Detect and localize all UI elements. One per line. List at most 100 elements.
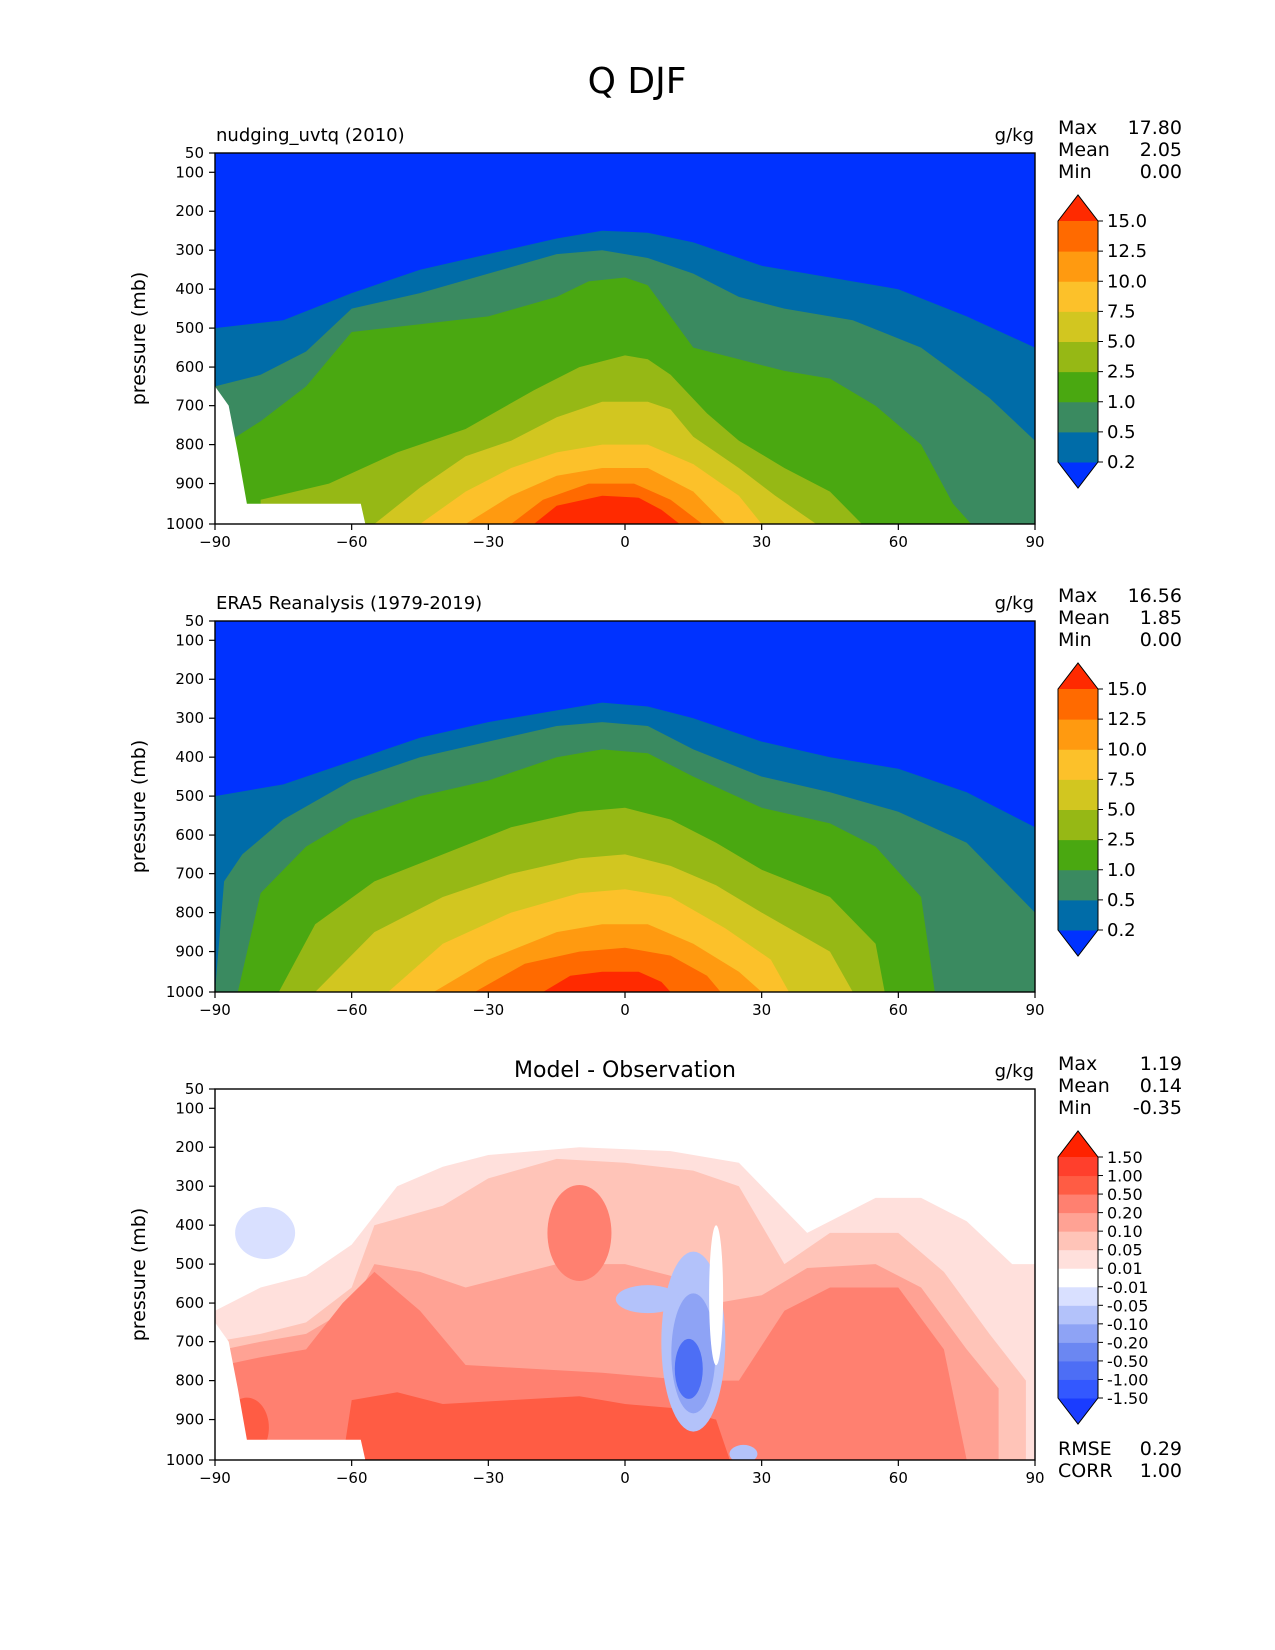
x-tick-label: −30 bbox=[473, 533, 505, 551]
colorbar-segment bbox=[1058, 251, 1098, 282]
colorbar-label: 5.0 bbox=[1107, 332, 1136, 353]
x-tick-label: −90 bbox=[199, 1469, 231, 1487]
colorbar: -1.50-1.00-0.50-0.20-0.10-0.05-0.010.010… bbox=[1057, 1130, 1148, 1425]
stat-value: 17.80 bbox=[1128, 117, 1182, 139]
figure-title: Q DJF bbox=[588, 61, 687, 102]
negative-anomaly-blob bbox=[235, 1206, 296, 1259]
contour-level-5 bbox=[342, 1392, 730, 1460]
colorbar-segment bbox=[1058, 719, 1098, 750]
units-label: g/kg bbox=[995, 125, 1034, 146]
colorbar-label: 2.5 bbox=[1107, 830, 1136, 851]
x-tick-label: 90 bbox=[1025, 1469, 1044, 1487]
stat-label: Max bbox=[1058, 585, 1097, 607]
y-tick-label: 600 bbox=[175, 826, 204, 844]
negative-anomaly-blob bbox=[674, 1338, 703, 1399]
colorbar-segment bbox=[1058, 1268, 1098, 1288]
x-tick-label: 60 bbox=[889, 1001, 908, 1019]
stat-label: Min bbox=[1058, 1097, 1092, 1119]
y-tick-label: 800 bbox=[175, 904, 204, 922]
colorbar-label: 0.2 bbox=[1107, 452, 1136, 473]
x-tick-label: 30 bbox=[752, 1001, 771, 1019]
panel-title: ERA5 Reanalysis (1979-2019) bbox=[216, 593, 482, 614]
y-tick-label: 200 bbox=[175, 202, 204, 220]
colorbar-label: 7.5 bbox=[1107, 301, 1136, 322]
colorbar-label: -0.05 bbox=[1107, 1296, 1148, 1315]
negative-anomaly-blob bbox=[729, 1444, 758, 1460]
colorbar-label: 0.50 bbox=[1107, 1185, 1143, 1204]
y-tick-label: 600 bbox=[175, 1294, 204, 1312]
colorbar-label: 12.5 bbox=[1107, 241, 1147, 262]
stat-label: Mean bbox=[1058, 607, 1110, 629]
colorbar-segment bbox=[1058, 1305, 1098, 1325]
colorbar-segment bbox=[1058, 809, 1098, 841]
x-tick-label: 90 bbox=[1025, 1001, 1044, 1019]
panel-title: nudging_uvtq (2010) bbox=[216, 125, 405, 146]
colorbar-label: 1.0 bbox=[1107, 860, 1136, 881]
colorbar-label: -0.50 bbox=[1107, 1352, 1148, 1371]
topography-mask bbox=[215, 1322, 366, 1460]
plot-area bbox=[215, 1089, 1035, 1460]
colorbar-segment bbox=[1058, 1212, 1098, 1232]
colorbar-segment bbox=[1058, 1249, 1098, 1269]
colorbar-label: 15.0 bbox=[1107, 679, 1147, 700]
y-tick-label: 400 bbox=[175, 748, 204, 766]
y-tick-label: 1000 bbox=[166, 515, 204, 533]
colorbar-label: 1.00 bbox=[1107, 1167, 1143, 1186]
y-tick-label: 50 bbox=[185, 144, 204, 162]
plot-area bbox=[215, 153, 1035, 524]
x-tick-label: 30 bbox=[752, 1469, 771, 1487]
colorbar-label: 12.5 bbox=[1107, 709, 1147, 730]
colorbar-segment bbox=[1058, 431, 1098, 463]
units-label: g/kg bbox=[995, 593, 1034, 614]
y-tick-label: 500 bbox=[175, 787, 204, 805]
stat-label: Min bbox=[1058, 629, 1092, 651]
y-axis-label: pressure (mb) bbox=[128, 272, 150, 406]
y-tick-label: 100 bbox=[175, 631, 204, 649]
colorbar-label: 10.0 bbox=[1107, 271, 1147, 292]
colorbar-segment bbox=[1058, 281, 1098, 312]
stat-value: 1.85 bbox=[1140, 607, 1182, 629]
y-tick-label: 200 bbox=[175, 1138, 204, 1156]
colorbar-label: -0.20 bbox=[1107, 1333, 1148, 1352]
x-tick-label: −30 bbox=[473, 1469, 505, 1487]
stat-value: 0.00 bbox=[1140, 161, 1182, 183]
y-tick-label: 700 bbox=[175, 865, 204, 883]
colorbar-extend-low bbox=[1058, 462, 1098, 488]
plot-area bbox=[215, 621, 1035, 992]
y-tick-label: 400 bbox=[175, 1216, 204, 1234]
contour-level-9 bbox=[543, 971, 671, 992]
x-tick-label: −90 bbox=[199, 1001, 231, 1019]
colorbar-segment bbox=[1058, 1286, 1098, 1306]
stat-label: Max bbox=[1058, 117, 1097, 139]
y-tick-label: 50 bbox=[185, 1080, 204, 1098]
y-tick-label: 100 bbox=[175, 1099, 204, 1117]
colorbar-label: 0.20 bbox=[1107, 1204, 1143, 1223]
colorbar-segment bbox=[1058, 1342, 1098, 1362]
x-tick-label: 0 bbox=[620, 1001, 630, 1019]
colorbar: 0.2 0.5 1.0 2.5 5.0 7.5 10.0 12.5 15.0 bbox=[1057, 662, 1147, 957]
x-tick-label: 90 bbox=[1025, 533, 1044, 551]
colorbar-segment bbox=[1058, 749, 1098, 780]
colorbar-label: 10.0 bbox=[1107, 739, 1147, 760]
stat-value: 1.19 bbox=[1140, 1053, 1182, 1075]
y-tick-label: 50 bbox=[185, 612, 204, 630]
colorbar: 0.2 0.5 1.0 2.5 5.0 7.5 10.0 12.5 15.0 bbox=[1057, 194, 1147, 489]
y-tick-label: 900 bbox=[175, 943, 204, 961]
colorbar-segment bbox=[1058, 311, 1098, 342]
colorbar-label: 0.10 bbox=[1107, 1222, 1143, 1241]
x-tick-label: −60 bbox=[336, 533, 368, 551]
y-tick-label: 300 bbox=[175, 709, 204, 727]
colorbar-label: -0.10 bbox=[1107, 1315, 1148, 1334]
colorbar-segment bbox=[1058, 1175, 1098, 1195]
stat-label: Mean bbox=[1058, 1075, 1110, 1097]
colorbar-label: 7.5 bbox=[1107, 769, 1136, 790]
y-tick-label: 1000 bbox=[166, 1451, 204, 1469]
stat-value: 1.00 bbox=[1140, 1460, 1182, 1482]
x-tick-label: 0 bbox=[620, 1469, 630, 1487]
colorbar-label: 15.0 bbox=[1107, 211, 1147, 232]
y-tick-label: 1000 bbox=[166, 983, 204, 1001]
x-tick-label: 60 bbox=[889, 1469, 908, 1487]
